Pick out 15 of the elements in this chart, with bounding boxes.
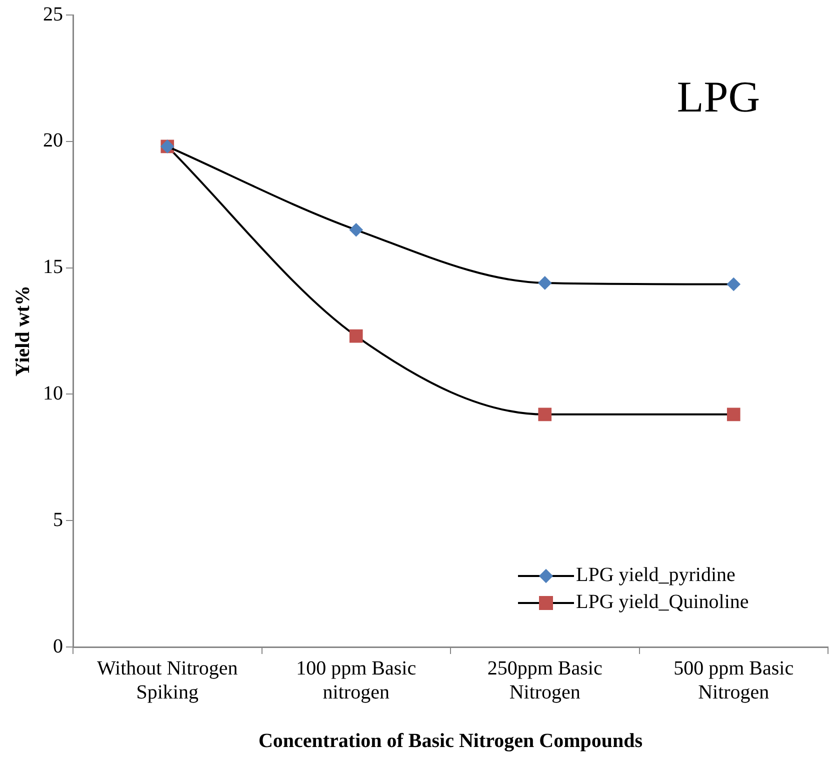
y-tick-label: 5 xyxy=(53,508,63,531)
legend-label: LPG yield_pyridine xyxy=(576,564,736,587)
legend-label: LPG yield_Quinoline xyxy=(576,591,749,614)
x-tick-label: Without Nitrogen Spiking xyxy=(96,657,238,704)
y-tick-label: 20 xyxy=(43,130,63,152)
x-tick-label: 100 ppm Basic nitrogen xyxy=(296,657,416,704)
x-tick-label: 500 ppm Basic Nitrogen xyxy=(674,657,794,704)
y-axis-title: Yield wt% xyxy=(12,286,34,376)
y-tick-label: 15 xyxy=(43,256,63,278)
y-tick-label: 10 xyxy=(43,382,63,404)
x-axis-title: Concentration of Basic Nitrogen Compounds xyxy=(258,730,643,752)
x-tick-label: 250ppm Basic Nitrogen xyxy=(487,657,602,704)
annotation: LPG xyxy=(676,72,760,122)
y-tick-label: 0 xyxy=(53,635,63,658)
y-tick-label: 25 xyxy=(43,3,63,26)
